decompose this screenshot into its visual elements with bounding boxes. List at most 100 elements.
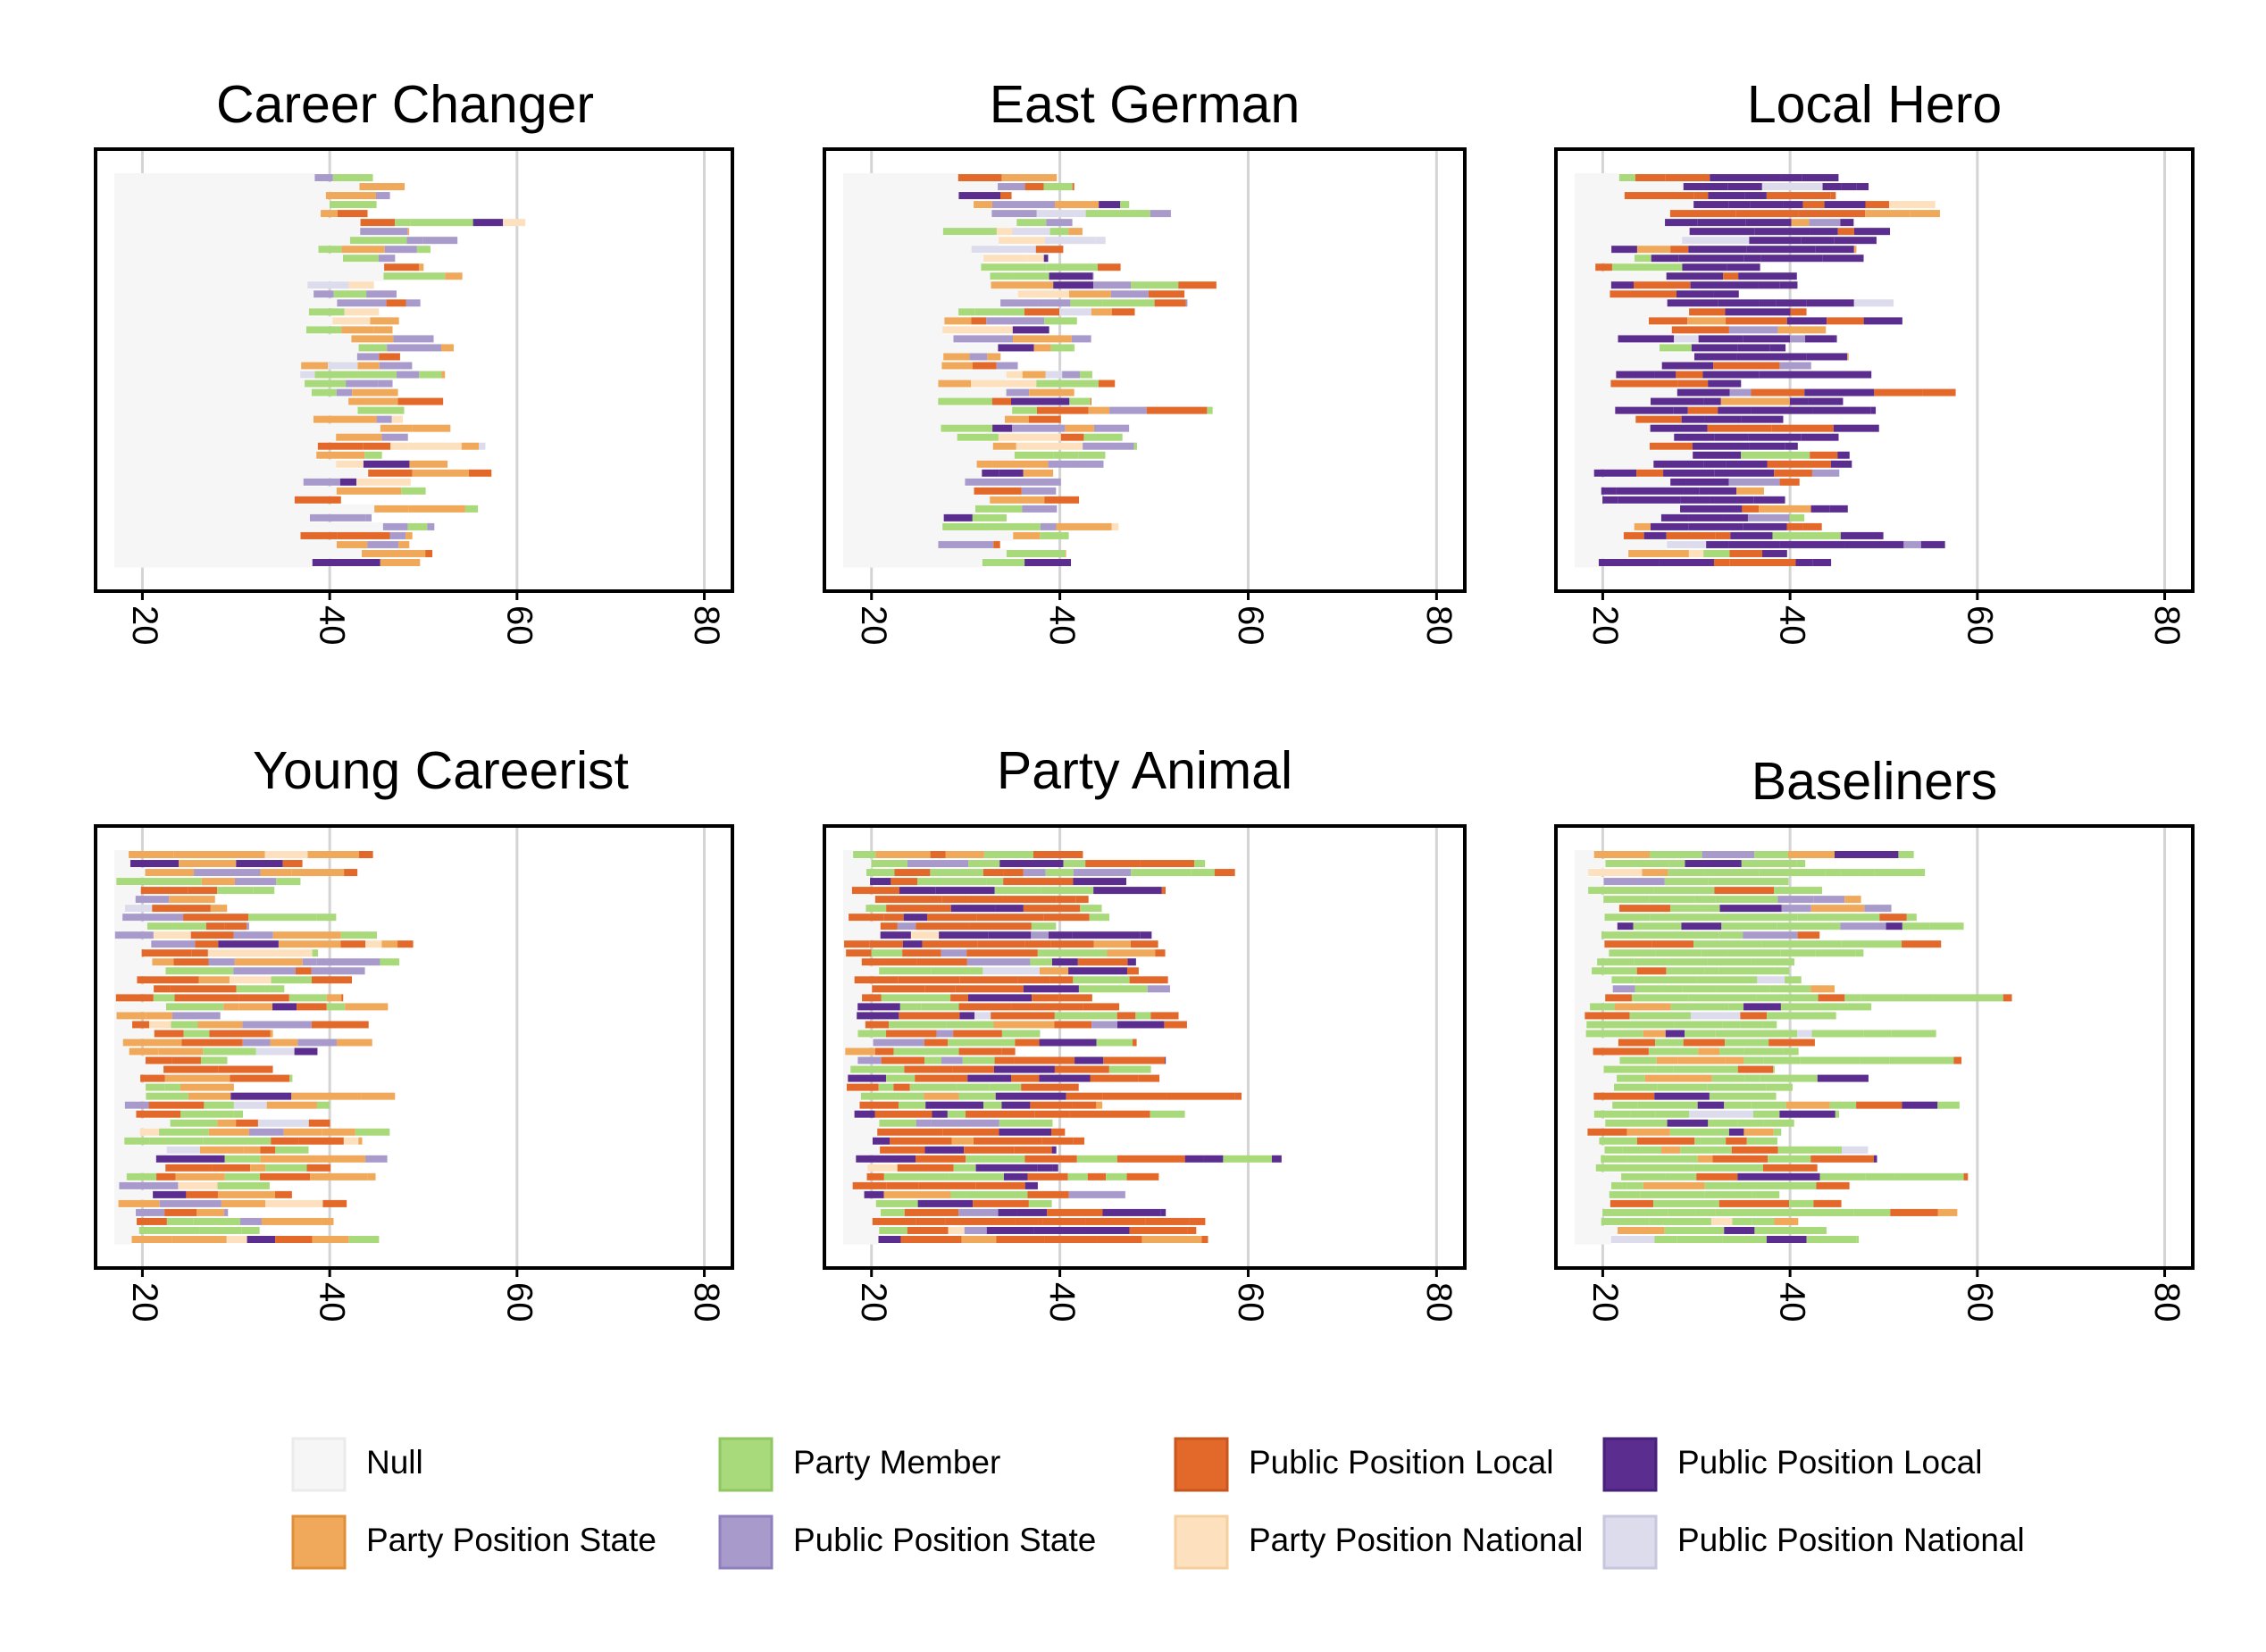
- null-segment: [113, 504, 375, 514]
- state-segment: [1865, 210, 1911, 218]
- state-segment: [1145, 1217, 1190, 1225]
- null-segment: [113, 1163, 166, 1173]
- null-segment: [1574, 948, 1610, 958]
- state-segment: [991, 210, 1037, 218]
- state-segment: [1949, 1172, 1964, 1181]
- null-segment: [113, 1038, 123, 1048]
- state-segment: [1598, 558, 1660, 566]
- state-segment: [1654, 1235, 1677, 1243]
- state-segment: [1116, 1021, 1165, 1029]
- state-segment: [1840, 219, 1854, 227]
- state-segment: [1667, 299, 1718, 307]
- state-segment: [1830, 460, 1852, 468]
- state-segment: [1790, 1208, 1854, 1216]
- null-segment: [843, 209, 992, 219]
- state-segment: [924, 1146, 965, 1154]
- state-segment: [297, 1003, 327, 1011]
- state-segment: [930, 869, 983, 877]
- null-segment: [1574, 236, 1683, 246]
- state-segment: [1000, 192, 1012, 200]
- panel-title: Local Hero: [1747, 75, 2002, 134]
- state-segment: [397, 397, 444, 405]
- panel-frame: [1554, 147, 2195, 593]
- state-segment: [1615, 1003, 1671, 1011]
- state-segment: [406, 531, 413, 539]
- null-segment: [1574, 1038, 1618, 1048]
- state-segment: [966, 949, 990, 957]
- state-segment: [1015, 1039, 1040, 1047]
- state-segment: [1603, 896, 1650, 904]
- state-segment: [348, 1235, 380, 1243]
- state-segment: [1874, 388, 1923, 396]
- state-segment: [1073, 869, 1132, 877]
- state-segment: [1768, 1172, 1820, 1181]
- state-segment: [1223, 1155, 1273, 1163]
- state-segment: [1593, 1047, 1649, 1055]
- state-segment: [1141, 1235, 1202, 1243]
- state-segment: [1593, 469, 1637, 477]
- state-segment: [947, 1110, 966, 1118]
- panel-frame: [94, 147, 734, 593]
- null-segment: [843, 1002, 858, 1013]
- state-segment: [1588, 887, 1654, 895]
- null-segment: [113, 513, 310, 523]
- state-segment: [1746, 246, 1816, 254]
- state-segment: [1036, 380, 1099, 388]
- state-segment: [248, 914, 317, 922]
- state-segment: [1642, 869, 1668, 877]
- state-segment: [1749, 442, 1785, 450]
- state-segment: [1689, 1110, 1753, 1118]
- state-segment: [1697, 219, 1746, 227]
- state-segment: [989, 522, 1041, 530]
- state-segment: [1634, 958, 1669, 966]
- state-segment: [857, 1056, 882, 1064]
- state-segment: [1659, 344, 1692, 352]
- state-segment: [282, 860, 303, 868]
- state-segment: [846, 949, 872, 957]
- state-segment: [958, 308, 975, 316]
- state-segment: [311, 967, 365, 975]
- legend-label: Public Position Local: [1249, 1444, 1553, 1481]
- panel-title: East German: [990, 75, 1300, 134]
- state-segment: [1759, 505, 1811, 513]
- state-segment: [1837, 451, 1850, 459]
- state-segment: [445, 272, 463, 280]
- state-segment: [340, 931, 378, 939]
- state-segment: [1743, 1003, 1781, 1011]
- state-segment: [1597, 958, 1635, 966]
- null-segment: [1574, 423, 1651, 434]
- state-segment: [904, 1065, 953, 1073]
- null-segment: [1574, 1082, 1615, 1093]
- null-segment: [1574, 1064, 1604, 1075]
- null-segment: [113, 1225, 139, 1236]
- state-segment: [1708, 192, 1745, 200]
- state-segment: [1621, 1172, 1666, 1181]
- state-segment: [1665, 1172, 1697, 1181]
- state-segment: [1791, 219, 1810, 227]
- state-segment: [1628, 549, 1689, 557]
- state-segment: [924, 1092, 959, 1100]
- state-segment: [358, 1137, 363, 1145]
- state-segment: [1636, 469, 1664, 477]
- null-segment: [1574, 521, 1635, 532]
- state-segment: [1054, 1012, 1117, 1020]
- state-segment: [1863, 1030, 1892, 1038]
- null-segment: [843, 868, 867, 878]
- null-segment: [843, 1145, 881, 1156]
- state-segment: [124, 905, 153, 913]
- state-segment: [1098, 263, 1121, 271]
- state-segment: [314, 371, 359, 379]
- state-segment: [272, 1003, 297, 1011]
- state-segment: [1626, 1181, 1643, 1189]
- state-segment: [1889, 201, 1936, 209]
- null-segment: [843, 1029, 858, 1039]
- state-segment: [349, 237, 407, 245]
- state-segment: [879, 967, 932, 975]
- x-tick-label: 20: [854, 605, 893, 646]
- state-segment: [233, 967, 296, 975]
- state-segment: [302, 958, 317, 966]
- state-segment: [957, 433, 999, 441]
- state-segment: [337, 299, 387, 307]
- state-segment: [1751, 1101, 1786, 1109]
